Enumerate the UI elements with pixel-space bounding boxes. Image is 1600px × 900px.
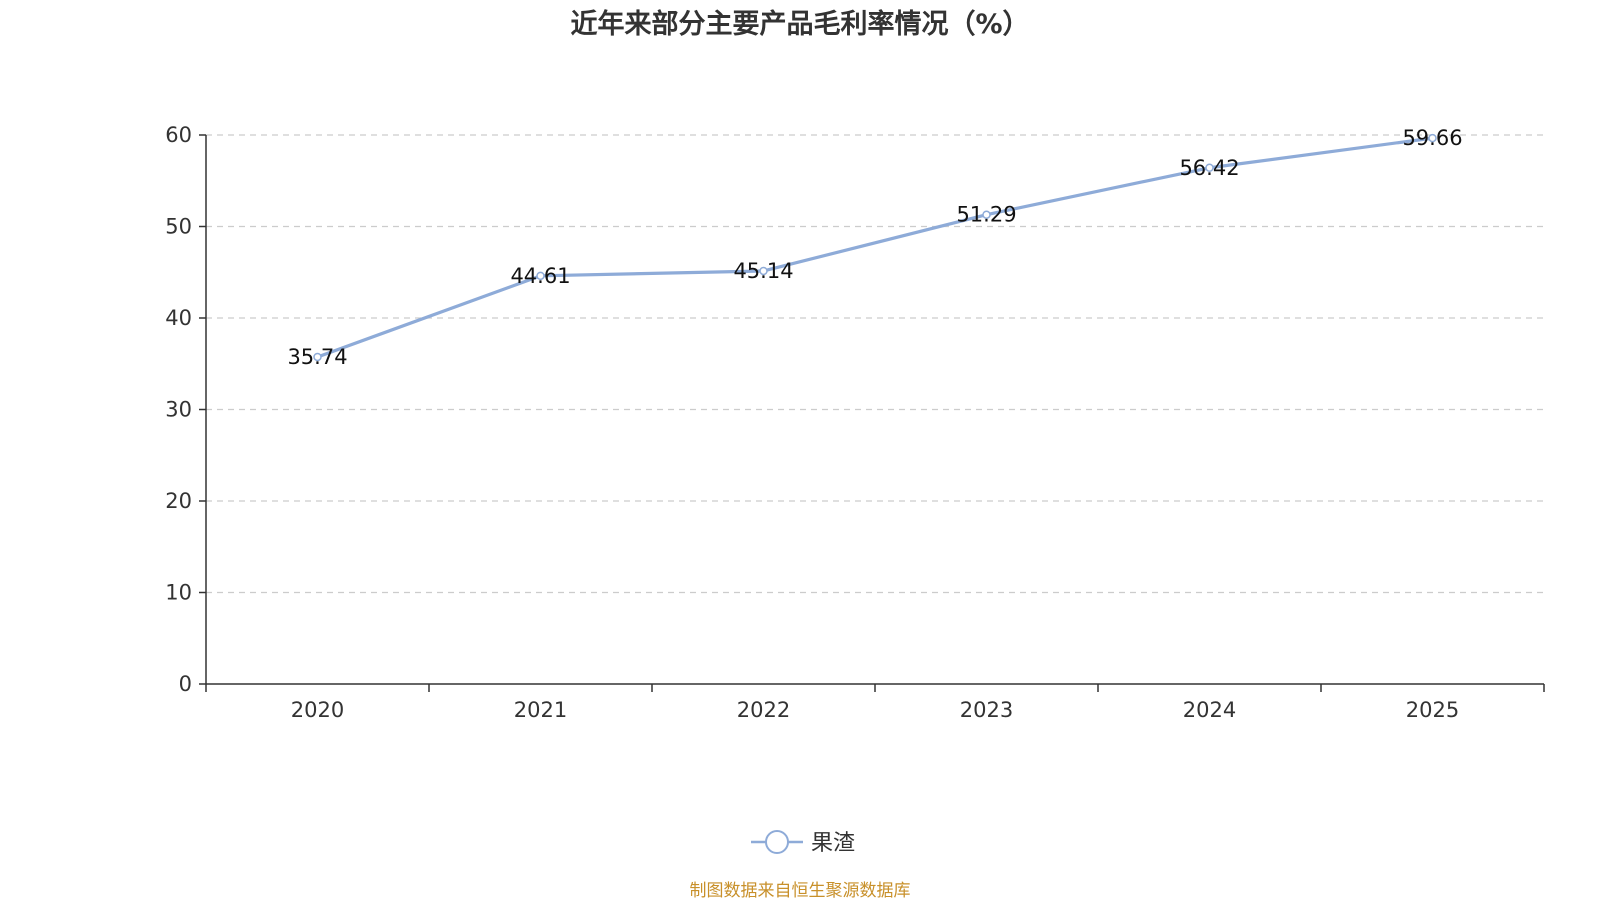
legend-circle-marker: [765, 830, 789, 854]
series-line: [315, 136, 1435, 359]
y-tick-label: 0: [179, 672, 192, 696]
data-label: 44.61: [510, 264, 570, 288]
series-lines: [313, 133, 1437, 362]
y-tick-label: 40: [165, 306, 192, 330]
x-tick-label: 2025: [1406, 698, 1459, 722]
x-tick-label: 2023: [960, 698, 1013, 722]
data-label: 35.74: [287, 345, 347, 369]
legend-label[interactable]: 果渣: [811, 831, 855, 856]
y-tick-label: 20: [165, 489, 192, 513]
axes: 0 10 20 30 40 50 60 2020 2021 2022 2023 2024 2025: [165, 123, 1545, 722]
source-note: 制图数据来自恒生聚源数据库: [690, 881, 911, 900]
x-tick-label: 2022: [737, 698, 790, 722]
y-tick-label: 30: [165, 398, 192, 422]
x-tick-label: 2021: [514, 698, 567, 722]
y-tick-label: 50: [165, 215, 192, 239]
data-point[interactable]: [1205, 163, 1214, 173]
data-label: 56.42: [1179, 156, 1239, 180]
data-point[interactable]: [759, 266, 768, 276]
data-label: 51.29: [956, 203, 1016, 227]
legend[interactable]: 果渣: [751, 830, 855, 856]
x-tick-label: 2024: [1183, 698, 1236, 722]
data-label: 59.66: [1402, 126, 1462, 150]
data-point[interactable]: [1428, 133, 1437, 143]
data-point[interactable]: [536, 271, 545, 281]
chart-title: 近年来部分主要产品毛利率情况（%）: [570, 8, 1029, 40]
data-point[interactable]: [313, 352, 322, 362]
x-tick-label: 2020: [291, 698, 344, 722]
data-label: 45.14: [733, 259, 793, 283]
gridlines: [206, 134, 1544, 594]
data-labels: 35.74 44.61 45.14 51.29 56.42 59.66: [287, 126, 1462, 369]
data-point[interactable]: [982, 210, 991, 219]
y-tick-label: 60: [165, 123, 192, 147]
y-tick-label: 10: [165, 581, 192, 605]
